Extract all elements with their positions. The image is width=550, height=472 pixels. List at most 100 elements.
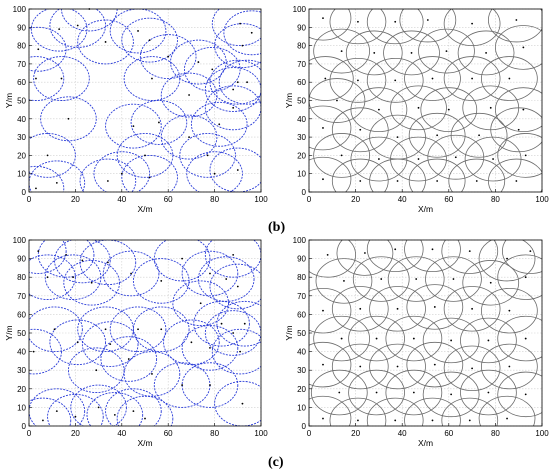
- sensor-point: [326, 253, 329, 256]
- y-tick-label: 30: [297, 133, 306, 142]
- sensor-point: [160, 280, 163, 282]
- coverage-circle: [313, 28, 370, 74]
- coverage-circle: [186, 151, 243, 192]
- coverage-circle: [29, 165, 65, 192]
- y-tick-label: 90: [297, 23, 306, 32]
- y-tick-label: 0: [22, 422, 27, 431]
- coverage-circle: [422, 371, 480, 418]
- y-tick-label: 70: [17, 292, 26, 301]
- sensor-point: [104, 41, 107, 43]
- coverage-circle: [105, 388, 162, 426]
- sensor-point: [375, 337, 378, 340]
- x-tick-label: 0: [27, 429, 32, 438]
- sensor-point: [209, 346, 211, 349]
- coverage-circle: [420, 87, 478, 133]
- sensor-point: [53, 328, 56, 331]
- sensor-point: [232, 88, 235, 91]
- coverage-circle: [132, 258, 190, 304]
- x-tick-label: 60: [444, 429, 453, 438]
- coverage-circle: [67, 347, 125, 393]
- sensor-point: [236, 169, 239, 171]
- y-tick-label: 20: [297, 385, 306, 394]
- coverage-circle: [310, 369, 368, 416]
- x-tick-label: 20: [351, 429, 360, 438]
- sensor-point: [37, 250, 40, 253]
- coverage-circle: [309, 105, 352, 151]
- x-tick-label: 0: [307, 429, 312, 438]
- sensor-point: [396, 365, 399, 368]
- y-tick-label: 10: [297, 170, 306, 179]
- sensor-point: [322, 17, 324, 20]
- y-tick-label: 20: [297, 151, 306, 160]
- sensor-point: [378, 108, 380, 111]
- sensor-point: [113, 413, 116, 416]
- sensor-point: [197, 61, 200, 63]
- sensor-point: [508, 309, 511, 312]
- sensor-point: [380, 278, 383, 280]
- coverage-circle: [309, 156, 352, 192]
- sensor-point: [160, 328, 163, 331]
- sensor-point: [81, 259, 84, 262]
- sensor-point: [485, 52, 487, 54]
- coverage-circle: [29, 306, 83, 353]
- coverage-circle: [139, 34, 197, 79]
- coverage-circle: [116, 395, 174, 426]
- sensor-point: [239, 22, 242, 25]
- coverage-circle: [348, 369, 405, 416]
- coverage-circle: [309, 78, 366, 123]
- y-tick-label: 90: [17, 23, 26, 32]
- y-tick-label: 10: [297, 403, 306, 412]
- coverage-circle: [331, 343, 389, 390]
- coverage-circle: [204, 85, 261, 131]
- sensor-point: [452, 278, 455, 280]
- coverage-circle: [79, 240, 137, 286]
- sensor-point: [396, 307, 399, 310]
- coverage-circle: [309, 240, 356, 278]
- sensor-point: [431, 77, 434, 80]
- coverage-circle: [211, 328, 261, 375]
- sensor-point: [394, 20, 397, 23]
- coverage-circle: [102, 250, 160, 297]
- coverage-circle: [399, 9, 457, 43]
- coverage-circle: [30, 9, 88, 52]
- coverage-circle: [497, 254, 542, 300]
- sensor-point: [209, 384, 211, 386]
- sensor-point: [322, 309, 324, 312]
- sensor-point: [487, 339, 490, 342]
- y-tick-label: 40: [297, 348, 306, 357]
- sensor-point: [508, 365, 511, 368]
- sensor-point: [445, 50, 448, 52]
- sensor-point: [158, 121, 160, 124]
- sensor-point: [246, 81, 248, 84]
- sensor-point: [190, 341, 193, 344]
- coverage-circle: [29, 26, 67, 72]
- y-tick-label: 90: [297, 255, 306, 264]
- sensor-point: [35, 77, 37, 80]
- coverage-circle: [352, 256, 410, 302]
- sensor-point: [322, 178, 324, 181]
- sensor-point: [120, 172, 123, 175]
- coverage-circle: [495, 87, 542, 133]
- sensor-point: [364, 252, 366, 254]
- coverage-circle: [130, 100, 188, 145]
- sensor-point: [515, 180, 518, 182]
- coverage-circle: [190, 101, 248, 147]
- coverage-circle: [214, 23, 261, 69]
- y-axis-label: Y/m: [4, 93, 14, 108]
- sensor-point: [250, 31, 253, 34]
- sensor-point: [359, 365, 362, 368]
- coverage-circle: [81, 321, 139, 367]
- coverage-circle: [40, 96, 97, 142]
- sensor-point: [67, 117, 70, 120]
- y-tick-label: 10: [17, 170, 26, 179]
- y-tick-label: 0: [302, 422, 307, 431]
- coverage-circle: [366, 397, 424, 426]
- coverage-circle: [366, 9, 424, 45]
- x-axis-label: X/m: [418, 438, 433, 448]
- sensor-point: [76, 341, 79, 344]
- sensor-point: [454, 156, 457, 159]
- y-tick-label: 70: [297, 292, 306, 301]
- sensor-point: [46, 154, 49, 157]
- coverage-circles: [29, 240, 261, 426]
